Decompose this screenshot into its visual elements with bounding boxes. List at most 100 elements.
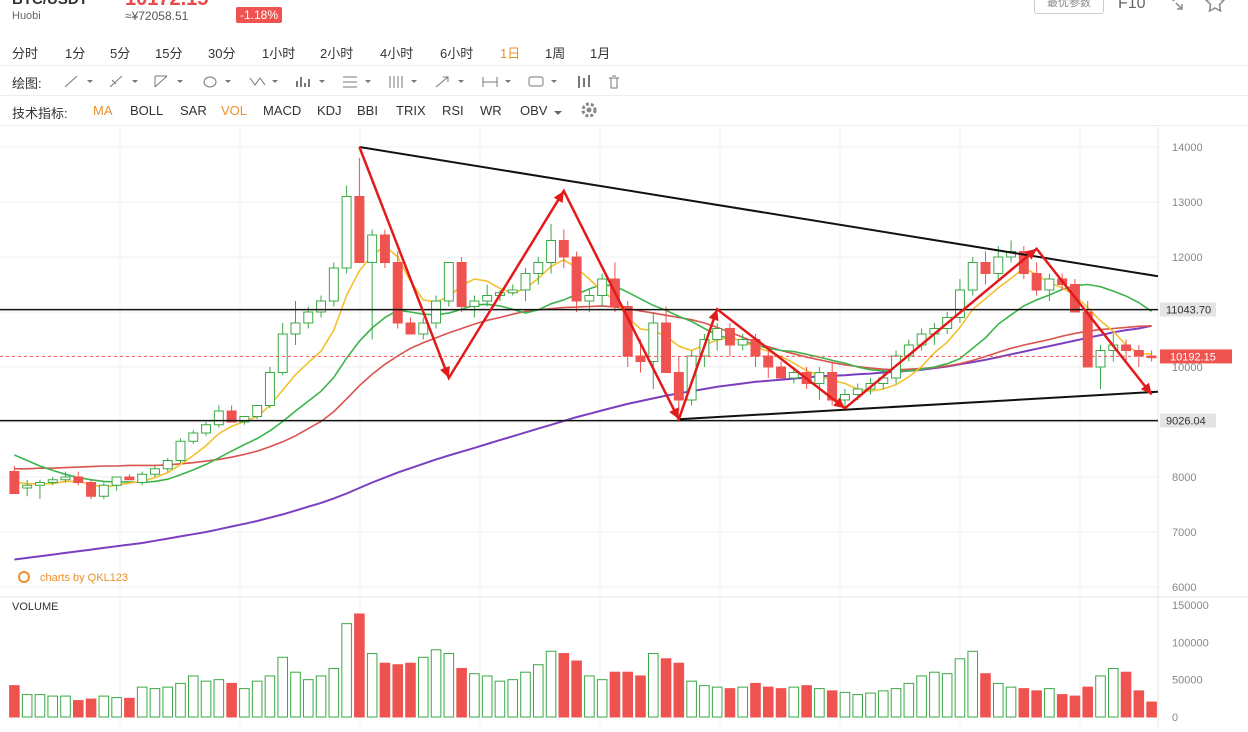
indicator-ma[interactable]: MA [93,103,113,118]
gear-icon[interactable] [580,101,598,122]
indicator-trix[interactable]: TRIX [396,103,426,118]
channel-tool-icon[interactable] [152,73,186,91]
volume-bar [187,675,199,718]
candlestick-chart[interactable]: VOLUME 140001300012000110001000090008000… [0,127,1248,727]
volume-bar [954,658,966,718]
volume-bar [788,686,800,718]
candle-body [239,416,250,423]
period-8[interactable]: 6小时 [440,46,474,61]
volume-bar [686,680,697,718]
indicator-bbi[interactable]: BBI [357,103,378,118]
candle-body [213,410,224,426]
indicator-macd[interactable]: MACD [263,103,302,118]
indicator-sar[interactable]: SAR [180,103,207,118]
chevron-down-icon[interactable] [553,105,563,120]
ma10-line [14,283,1153,484]
volume-bar [443,653,455,718]
period-2[interactable]: 5分 [110,46,131,61]
arrow-tool-icon[interactable] [433,73,467,91]
line-tool-icon[interactable] [62,73,96,91]
pattern-tool-icon[interactable] [247,73,281,91]
ray-tool-icon[interactable] [107,73,141,91]
volume-bar [814,688,825,718]
price-tick-6: 8000 [1172,472,1196,484]
star-icon[interactable] [1204,0,1226,13]
arrow-head [833,397,845,409]
indicator-vol[interactable]: VOL [221,103,248,118]
current-price-label: 10192.15 [1170,351,1216,363]
candle-body [405,322,416,335]
candle-body [533,262,544,274]
candle-body [277,333,288,373]
period-7[interactable]: 4小时 [380,46,414,61]
level-label-0: 11043.70 [1166,305,1211,317]
volume-bar [775,688,787,718]
volume-bar [469,673,480,718]
arrow-head [553,191,564,203]
candle-body [34,482,45,486]
indicator-boll[interactable]: BOLL [130,103,164,118]
volume-bar [251,680,263,718]
f10-button[interactable]: F10 [1118,0,1146,12]
volume-bar [890,688,902,718]
period-10[interactable]: 1周 [545,46,566,61]
period-3[interactable]: 15分 [155,46,183,61]
volume-bar [967,650,979,718]
indicator-kdj[interactable]: KDJ [317,103,342,118]
volume-bar [507,679,519,718]
candle-body [47,479,58,483]
volume-bar [124,697,135,718]
volume-bar [34,694,46,718]
candle-body [852,388,863,395]
trash-icon[interactable] [604,73,638,91]
volume-bar [622,671,634,718]
volume-bar [1069,695,1081,718]
indicator-rsi[interactable]: RSI [442,103,464,118]
volume-bar [660,658,672,718]
period-1[interactable]: 1分 [65,46,86,61]
volume-bar [341,623,352,718]
candle-body [1082,311,1093,368]
measure-tool-icon[interactable] [480,73,514,91]
text-tool-icon[interactable] [526,73,560,91]
period-6[interactable]: 2小时 [320,46,354,61]
volume-tick-2: 50000 [1172,675,1203,687]
lines-tool-icon[interactable] [340,73,374,91]
volume-tick-3: 0 [1172,712,1178,724]
fullscreen-icon[interactable] [1165,0,1185,12]
chart-area[interactable]: VOLUME 140001300012000110001000090008000… [0,127,1248,727]
volume-bar [162,686,174,718]
candle-tool-icon[interactable] [574,73,608,91]
volume-bar [175,682,186,718]
volume-bar [1120,671,1132,718]
indicator-obv[interactable]: OBV [520,103,548,118]
candle-body [201,424,212,434]
shape-tool-icon[interactable] [200,73,234,91]
volume-bar [1031,690,1042,718]
volume-bar [379,662,391,718]
volume-bar [405,662,416,718]
price-tick-0: 14000 [1172,142,1203,154]
lower-trendline [678,390,1159,421]
candle-body [648,322,659,362]
ma5-line [14,244,1152,488]
indicator-label: 技术指标: [12,106,68,121]
candle-body [111,476,122,486]
candle-body [993,256,1004,274]
drawing-label: 绘图: [12,76,42,91]
volume-bar [635,675,646,718]
fib-tool-icon[interactable] [294,73,328,91]
vlines-tool-icon[interactable] [386,73,420,91]
candle-body [1095,350,1106,368]
period-11[interactable]: 1月 [590,46,611,61]
optimal-params-button[interactable]: 最优参数 [1034,0,1104,14]
candle-body [546,240,557,263]
volume-bar [699,685,710,718]
indicator-wr[interactable]: WR [480,103,502,118]
period-9[interactable]: 1日 [500,46,521,61]
period-5[interactable]: 1小时 [262,46,296,61]
volume-bar [571,660,582,718]
period-4[interactable]: 30分 [208,46,236,61]
candle-body [980,262,991,274]
period-0[interactable]: 分时 [12,46,39,61]
